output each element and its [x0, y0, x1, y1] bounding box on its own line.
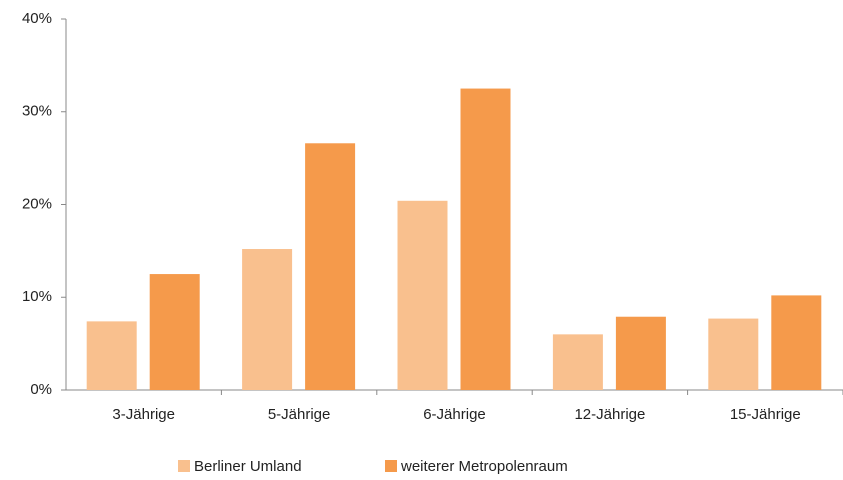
x-tick-label: 5-Jährige	[268, 406, 331, 423]
bar	[86, 321, 137, 390]
x-tick-label: 12-Jährige	[574, 406, 645, 423]
legend-swatch	[178, 460, 190, 472]
y-tick-label: 0%	[30, 381, 52, 398]
legend-label: weiterer Metropolenraum	[400, 458, 568, 475]
y-tick-label: 30%	[22, 103, 52, 120]
x-tick-label: 15-Jährige	[730, 406, 801, 423]
bar	[149, 274, 200, 390]
x-tick-label: 3-Jährige	[112, 406, 175, 423]
bar	[460, 88, 511, 390]
bar	[615, 316, 666, 390]
bar	[397, 200, 448, 390]
bar	[242, 249, 293, 390]
y-tick-label: 20%	[22, 195, 52, 212]
y-tick-label: 40%	[22, 10, 52, 27]
bar	[305, 143, 356, 390]
x-tick-label: 6-Jährige	[423, 406, 486, 423]
legend-swatch	[385, 460, 397, 472]
legend-label: Berliner Umland	[194, 458, 302, 475]
y-tick-label: 10%	[22, 288, 52, 305]
bar	[708, 318, 759, 390]
bar	[771, 295, 822, 390]
bar	[552, 334, 603, 390]
